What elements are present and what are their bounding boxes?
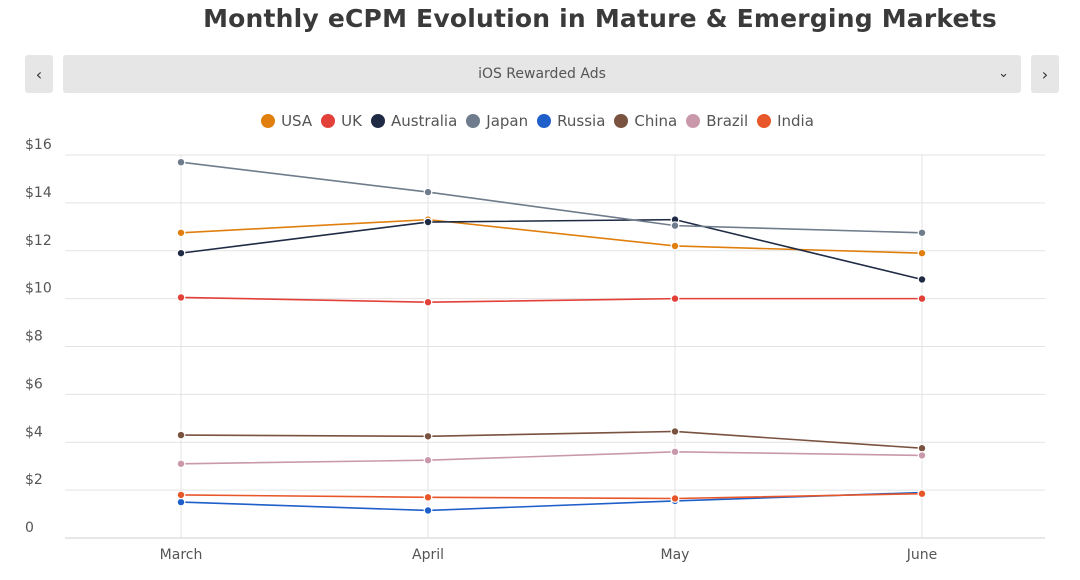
data-point-india [176, 490, 186, 500]
legend-dot-icon [686, 114, 701, 128]
data-point-brazil [176, 459, 186, 469]
data-point-china [917, 443, 927, 453]
legend-label: USA [281, 112, 313, 130]
data-point-india [670, 494, 680, 503]
legend-dot-icon [614, 114, 629, 128]
next-button[interactable]: › [1031, 55, 1059, 93]
series-line-japan [180, 161, 923, 234]
y-tick-label: $10 [25, 281, 52, 297]
data-point-australia [423, 217, 433, 227]
series-line-india [180, 492, 923, 500]
legend-label: Australia [390, 112, 458, 130]
data-point-usa [176, 228, 186, 238]
chevron-left-icon: ‹ [35, 64, 43, 84]
y-tick-label: 0 [25, 520, 34, 536]
legend-item-brazil[interactable]: Brazil [686, 112, 748, 130]
x-tick-label: June [906, 547, 938, 563]
legend-item-russia[interactable]: Russia [537, 112, 605, 130]
dataset-dropdown[interactable]: iOS Rewarded Ads ⌄ [63, 55, 1021, 93]
legend-label: UK [341, 112, 362, 130]
legend-dot-icon [321, 114, 336, 128]
chart-title: Monthly eCPM Evolution in Mature & Emerg… [203, 4, 997, 33]
data-point-australia [917, 275, 927, 284]
data-point-india [917, 489, 927, 499]
legend-label: Japan [486, 112, 529, 130]
y-tick-label: $14 [25, 185, 52, 201]
series-line-usa [180, 218, 923, 254]
x-tick-label: April [412, 547, 444, 563]
data-point-russia [423, 506, 433, 515]
data-point-china [670, 427, 680, 436]
legend-label: China [634, 112, 678, 130]
data-point-brazil [423, 455, 433, 465]
data-point-usa [917, 248, 927, 258]
data-point-australia [176, 248, 186, 258]
previous-button[interactable]: ‹ [25, 55, 53, 93]
x-tick-label: March [160, 547, 203, 563]
data-point-japan [423, 187, 433, 197]
data-point-china [423, 431, 433, 441]
legend-item-uk[interactable]: UK [321, 112, 362, 130]
dropdown-selected-value: iOS Rewarded Ads [478, 66, 606, 82]
data-point-india [423, 492, 433, 502]
chevron-down-icon: ⌄ [998, 66, 1009, 81]
data-point-uk [176, 293, 186, 302]
y-tick-label: $16 [25, 137, 52, 153]
y-tick-label: $12 [25, 233, 52, 249]
data-point-uk [423, 297, 433, 307]
series-line-china [180, 430, 923, 450]
data-point-brazil [917, 451, 927, 460]
data-point-china [176, 430, 186, 440]
series-line-australia [180, 218, 923, 281]
legend-dot-icon [261, 114, 276, 128]
legend-label: Russia [557, 112, 606, 130]
legend-item-india[interactable]: India [757, 112, 814, 130]
legend-item-china[interactable]: China [614, 112, 677, 130]
data-point-uk [917, 294, 927, 304]
legend-dot-icon [370, 114, 385, 128]
data-point-japan [917, 228, 927, 238]
legend-label: Brazil [706, 112, 749, 130]
x-tick-label: May [661, 547, 690, 563]
legend-item-usa[interactable]: USA [261, 112, 312, 130]
data-point-uk [670, 294, 680, 304]
legend-item-australia[interactable]: Australia [370, 112, 458, 130]
data-point-brazil [670, 447, 680, 457]
chevron-right-icon: › [1041, 64, 1049, 84]
legend-item-japan[interactable]: Japan [466, 112, 528, 130]
legend-dot-icon [466, 114, 481, 128]
y-tick-label: $8 [25, 329, 43, 345]
data-point-japan [670, 221, 680, 231]
chart-legend: USA UK Australia Japan Russia China Brazil Indi… [0, 112, 1075, 130]
y-tick-label: $4 [25, 424, 43, 440]
y-tick-label: $6 [25, 376, 43, 392]
legend-dot-icon [757, 114, 772, 128]
data-point-usa [670, 241, 680, 251]
legend-label: India [777, 112, 814, 130]
data-point-japan [176, 157, 186, 167]
legend-dot-icon [537, 114, 552, 128]
data-point-russia [176, 497, 186, 507]
series-line-uk [180, 296, 922, 304]
series-line-brazil [180, 451, 923, 465]
y-tick-label: $2 [25, 472, 43, 488]
